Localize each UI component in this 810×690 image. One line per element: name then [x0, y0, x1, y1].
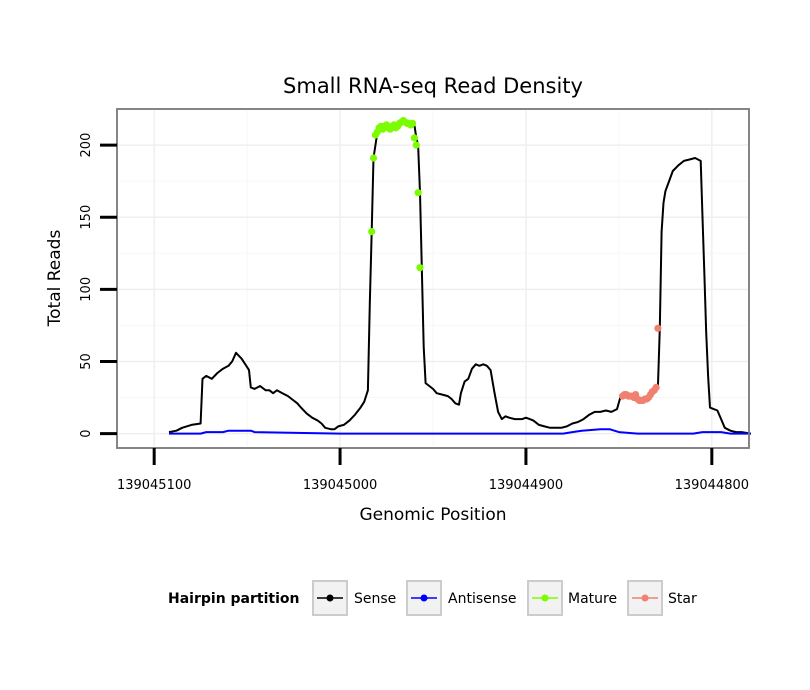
- legend-item-star: Star: [627, 580, 697, 616]
- grid-lines: [117, 109, 749, 448]
- legend-label-star: Star: [668, 591, 697, 607]
- chart-title: Small RNA-seq Read Density: [283, 74, 583, 98]
- y-axis: 0 50 100 150 200: [79, 133, 117, 438]
- legend-label-sense: Sense: [354, 591, 396, 607]
- legend-label-mature: Mature: [568, 591, 617, 607]
- legend-marker-antisense: [420, 594, 428, 602]
- x-tick-label: 139045100: [117, 478, 191, 493]
- x-axis: 139045100 139045000 139044900 139044800: [117, 448, 749, 493]
- data-point-mature: [416, 264, 424, 272]
- data-point-star: [654, 324, 662, 332]
- series-line-antisense: [169, 428, 751, 435]
- legend-marker-sense: [326, 594, 334, 602]
- data-point-mature: [410, 134, 418, 142]
- y-tick-label: 50: [79, 353, 94, 370]
- y-tick-label: 0: [79, 429, 94, 437]
- data-point-mature: [414, 189, 422, 197]
- y-axis-title: Total Reads: [45, 230, 65, 328]
- x-tick-label: 139045000: [303, 478, 377, 493]
- legend-marker-star: [641, 594, 649, 602]
- y-tick-label: 100: [79, 277, 94, 302]
- x-tick-label: 139044900: [489, 478, 563, 493]
- data-point-star: [652, 383, 660, 391]
- legend-label-antisense: Antisense: [448, 591, 517, 607]
- data-point-mature: [412, 141, 420, 149]
- plot-border: [116, 108, 750, 449]
- x-tick-label: 139044800: [675, 478, 749, 493]
- data-point-mature: [409, 119, 417, 127]
- series-layer: [168, 116, 752, 435]
- legend-item-mature: Mature: [527, 580, 617, 616]
- data-point-mature: [368, 228, 376, 236]
- data-point-mature: [369, 154, 378, 162]
- legend-item-sense: Sense: [312, 580, 396, 616]
- legend-title: Hairpin partition: [168, 591, 299, 607]
- legend-marker-mature: [541, 594, 549, 602]
- x-axis-title: Genomic Position: [359, 505, 506, 525]
- legend: Hairpin partition Sense Antisense Mature…: [168, 580, 697, 616]
- y-tick-label: 150: [79, 205, 94, 230]
- legend-item-antisense: Antisense: [406, 580, 517, 616]
- y-tick-label: 200: [79, 133, 94, 158]
- series-line-sense: [168, 119, 752, 435]
